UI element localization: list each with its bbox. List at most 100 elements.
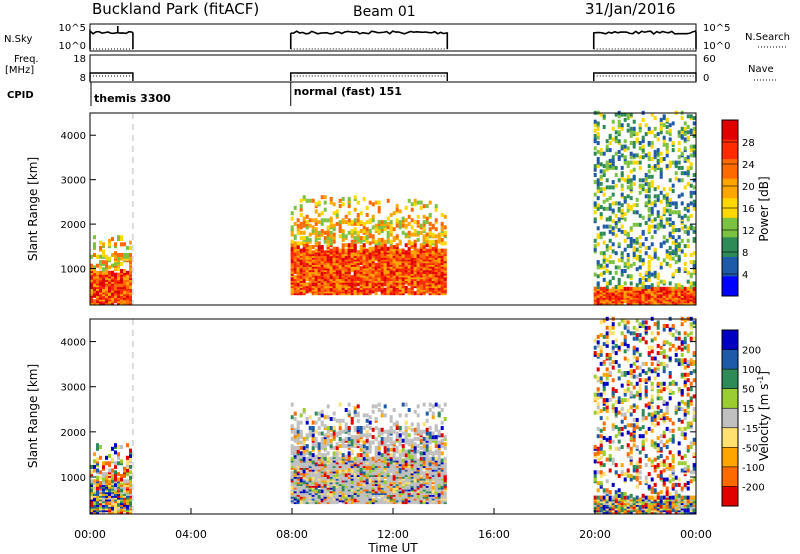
cell [692, 226, 696, 231]
cell [353, 413, 357, 418]
cell [383, 500, 387, 505]
cell [434, 239, 438, 244]
cell [428, 431, 432, 436]
colorbar-tick-label: 28 [742, 138, 755, 149]
cell [623, 117, 627, 122]
cell [593, 133, 597, 138]
cell [692, 206, 696, 211]
freq-frame [89, 54, 697, 83]
cell [120, 283, 123, 288]
cell [608, 238, 612, 243]
cell [638, 235, 642, 240]
cell [440, 248, 444, 253]
cell [617, 201, 621, 206]
cell [668, 222, 672, 227]
cell [614, 301, 618, 305]
cell [647, 130, 651, 135]
cell [602, 169, 606, 174]
cell [638, 190, 642, 195]
cell [329, 417, 333, 421]
cell [377, 205, 381, 210]
cell [437, 284, 441, 289]
cell [335, 246, 339, 251]
cell [671, 148, 675, 153]
cell [422, 262, 426, 267]
cell [692, 178, 696, 183]
cell [659, 265, 663, 270]
cell [428, 445, 432, 450]
cell [620, 251, 624, 256]
cell [425, 216, 429, 221]
cell [656, 197, 660, 202]
cell [617, 265, 621, 270]
cell [317, 255, 321, 260]
cell [668, 293, 672, 298]
cell [323, 236, 327, 241]
cell [599, 212, 603, 217]
cell [620, 258, 624, 263]
cell [344, 220, 348, 225]
cell [413, 198, 417, 203]
cell [317, 445, 321, 450]
cell [335, 500, 339, 505]
cell [290, 287, 294, 292]
cell [611, 155, 615, 160]
cell [108, 242, 111, 247]
cell [386, 230, 390, 235]
cell [434, 243, 438, 248]
cell [596, 233, 600, 238]
cell [308, 433, 312, 438]
cell [692, 153, 696, 158]
cell [129, 457, 132, 462]
cell [290, 482, 294, 486]
cell [129, 288, 132, 293]
cell [413, 220, 417, 225]
cell [380, 271, 384, 276]
cell [380, 453, 384, 458]
cell [296, 223, 300, 228]
cell [656, 148, 660, 153]
cell [126, 270, 129, 275]
cell [117, 272, 120, 277]
cell [117, 253, 120, 257]
cell [311, 229, 315, 233]
cell [123, 269, 126, 273]
cell [410, 225, 414, 230]
cell [398, 438, 402, 443]
cell [410, 207, 414, 212]
cell [674, 176, 678, 181]
cell [662, 235, 666, 240]
cell [623, 160, 627, 165]
cell [389, 415, 393, 420]
cell [608, 164, 612, 169]
cell [380, 253, 384, 258]
cell [425, 232, 429, 237]
cell [371, 225, 375, 230]
cell [596, 226, 600, 231]
cell [605, 263, 609, 268]
cell [129, 470, 132, 475]
cell [350, 449, 354, 454]
cell [635, 286, 639, 291]
cell [293, 255, 297, 260]
cell [117, 472, 120, 477]
cell [359, 245, 363, 249]
cell [353, 243, 357, 248]
cell [299, 204, 303, 209]
cell [644, 270, 648, 275]
cell [314, 271, 318, 276]
cell [129, 270, 132, 275]
cell [299, 429, 303, 434]
cell [320, 266, 324, 271]
cell [602, 224, 606, 229]
cell [596, 281, 600, 286]
cell [422, 422, 426, 427]
cell [350, 268, 354, 273]
cell [443, 214, 447, 219]
cell [416, 458, 420, 463]
cell [638, 242, 642, 247]
cell [356, 453, 360, 458]
cell [608, 279, 612, 284]
cell [626, 244, 630, 249]
cell [623, 212, 627, 217]
